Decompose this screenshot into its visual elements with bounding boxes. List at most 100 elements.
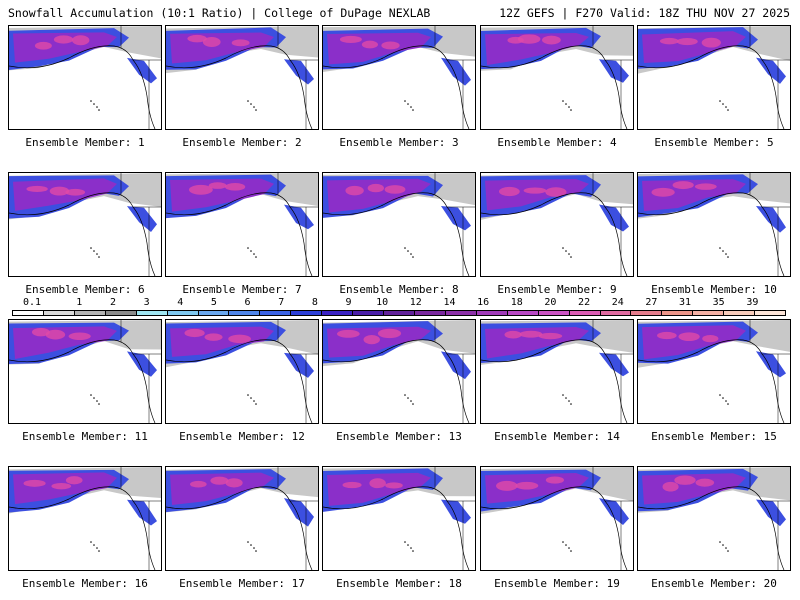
- colorbar-swatch: [445, 311, 477, 315]
- ensemble-member-label: Ensemble Member: 11: [22, 430, 148, 443]
- colorbar-tick-label: 20: [544, 297, 557, 308]
- ensemble-member-label: Ensemble Member: 5: [654, 136, 774, 149]
- snowfall-map: [481, 467, 633, 570]
- ensemble-panel: [480, 25, 634, 130]
- ensemble-panel: [8, 25, 162, 130]
- ensemble-member-label: Ensemble Member: 8: [339, 283, 459, 296]
- colorbar-tick-label: 35: [712, 297, 725, 308]
- map-title: Snowfall Accumulation (10:1 Ratio) | Col…: [8, 6, 431, 20]
- colorbar-tick-label: 16: [477, 297, 490, 308]
- ensemble-panel: [637, 172, 791, 277]
- colorbar-tick-label: 39: [746, 297, 759, 308]
- colorbar-tick-label: 7: [278, 297, 285, 308]
- colorbar-swatch: [600, 311, 632, 315]
- colorbar-tick-label: 0.1: [22, 297, 42, 308]
- colorbar-tick-label: 22: [578, 297, 591, 308]
- snowfall-map: [166, 26, 318, 129]
- snowfall-map: [166, 173, 318, 276]
- ensemble-panel: [8, 466, 162, 571]
- snowfall-map: [481, 26, 633, 129]
- ensemble-member-label: Ensemble Member: 2: [182, 136, 302, 149]
- ensemble-member-label: Ensemble Member: 17: [179, 577, 305, 590]
- colorbar-tick-label: 8: [311, 297, 318, 308]
- colorbar-swatch: [538, 311, 570, 315]
- colorbar-swatch: [631, 311, 663, 315]
- colorbar-swatch: [43, 311, 75, 315]
- colorbar-swatch: [662, 311, 694, 315]
- colorbar-swatch: [384, 311, 415, 315]
- ensemble-panel: [165, 172, 319, 277]
- ensemble-panel: [8, 172, 162, 277]
- colorbar-swatch: [507, 311, 539, 315]
- colorbar-tick-label: 24: [611, 297, 624, 308]
- ensemble-member-label: Ensemble Member: 13: [336, 430, 462, 443]
- colorbar-swatch: [105, 311, 137, 315]
- colorbar-swatch: [291, 311, 323, 315]
- colorbar-swatch: [229, 311, 261, 315]
- ensemble-member-label: Ensemble Member: 4: [497, 136, 617, 149]
- colorbar-swatch: [353, 311, 385, 315]
- snowfall-map: [9, 26, 161, 129]
- colorbar-swatch: [167, 311, 199, 315]
- ensemble-panel: [637, 25, 791, 130]
- ensemble-panel: [165, 466, 319, 571]
- ensemble-panel: [8, 319, 162, 424]
- ensemble-panel: [322, 466, 476, 571]
- ensemble-panel: [480, 319, 634, 424]
- colorbar-tick-label: 4: [177, 297, 184, 308]
- colorbar-tick-label: 9: [345, 297, 352, 308]
- ensemble-member-label: Ensemble Member: 1: [25, 136, 145, 149]
- snowfall-map: [323, 467, 475, 570]
- colorbar-tick-label: 2: [109, 297, 116, 308]
- ensemble-member-label: Ensemble Member: 6: [25, 283, 145, 296]
- ensemble-panel: [322, 172, 476, 277]
- colorbar-tick-label: 27: [645, 297, 658, 308]
- colorbar-legend: [12, 310, 786, 316]
- colorbar-tick-label: 12: [409, 297, 422, 308]
- snowfall-map: [166, 320, 318, 423]
- ensemble-panel: [637, 319, 791, 424]
- colorbar-tick-label: 6: [244, 297, 251, 308]
- snowfall-map: [638, 173, 790, 276]
- ensemble-member-label: Ensemble Member: 14: [494, 430, 620, 443]
- ensemble-member-label: Ensemble Member: 16: [22, 577, 148, 590]
- ensemble-panel: [165, 25, 319, 130]
- ensemble-member-label: Ensemble Member: 19: [494, 577, 620, 590]
- snowfall-map: [9, 467, 161, 570]
- colorbar-swatch: [569, 311, 601, 315]
- snowfall-map: [638, 320, 790, 423]
- snowfall-map: [166, 467, 318, 570]
- snowfall-map: [9, 173, 161, 276]
- ensemble-panel: [480, 172, 634, 277]
- colorbar-swatch: [693, 311, 725, 315]
- colorbar-swatch: [414, 311, 446, 315]
- ensemble-panel: [165, 319, 319, 424]
- ensemble-member-label: Ensemble Member: 3: [339, 136, 459, 149]
- ensemble-panel: [480, 466, 634, 571]
- colorbar-swatch: [74, 311, 106, 315]
- snowfall-map: [323, 26, 475, 129]
- ensemble-member-label: Ensemble Member: 20: [651, 577, 777, 590]
- colorbar-swatch: [322, 311, 354, 315]
- snowfall-map: [9, 320, 161, 423]
- colorbar-swatch: [724, 311, 756, 315]
- ensemble-member-label: Ensemble Member: 15: [651, 430, 777, 443]
- colorbar-tick-label: 10: [376, 297, 389, 308]
- snowfall-map: [638, 467, 790, 570]
- model-run-info: 12Z GEFS | F270 Valid: 18Z THU NOV 27 20…: [499, 6, 790, 20]
- colorbar-tick-label: 1: [76, 297, 83, 308]
- colorbar-tick-label: 14: [443, 297, 456, 308]
- colorbar-labels: 0.1 1 2 3 4 5 6 7 8 9 10 12 14 16 18 20 22 24 27 31 35 39: [12, 297, 786, 309]
- colorbar-swatch: [755, 311, 786, 315]
- snowfall-map: [638, 26, 790, 129]
- colorbar-swatch: [136, 311, 168, 315]
- ensemble-member-label: Ensemble Member: 12: [179, 430, 305, 443]
- colorbar-swatch: [13, 311, 44, 315]
- colorbar-tick-label: 18: [510, 297, 523, 308]
- ensemble-member-label: Ensemble Member: 18: [336, 577, 462, 590]
- colorbar-tick-label: 3: [143, 297, 150, 308]
- ensemble-member-label: Ensemble Member: 7: [182, 283, 302, 296]
- snowfall-map: [323, 320, 475, 423]
- colorbar-tick-label: 31: [679, 297, 692, 308]
- snowfall-map: [481, 320, 633, 423]
